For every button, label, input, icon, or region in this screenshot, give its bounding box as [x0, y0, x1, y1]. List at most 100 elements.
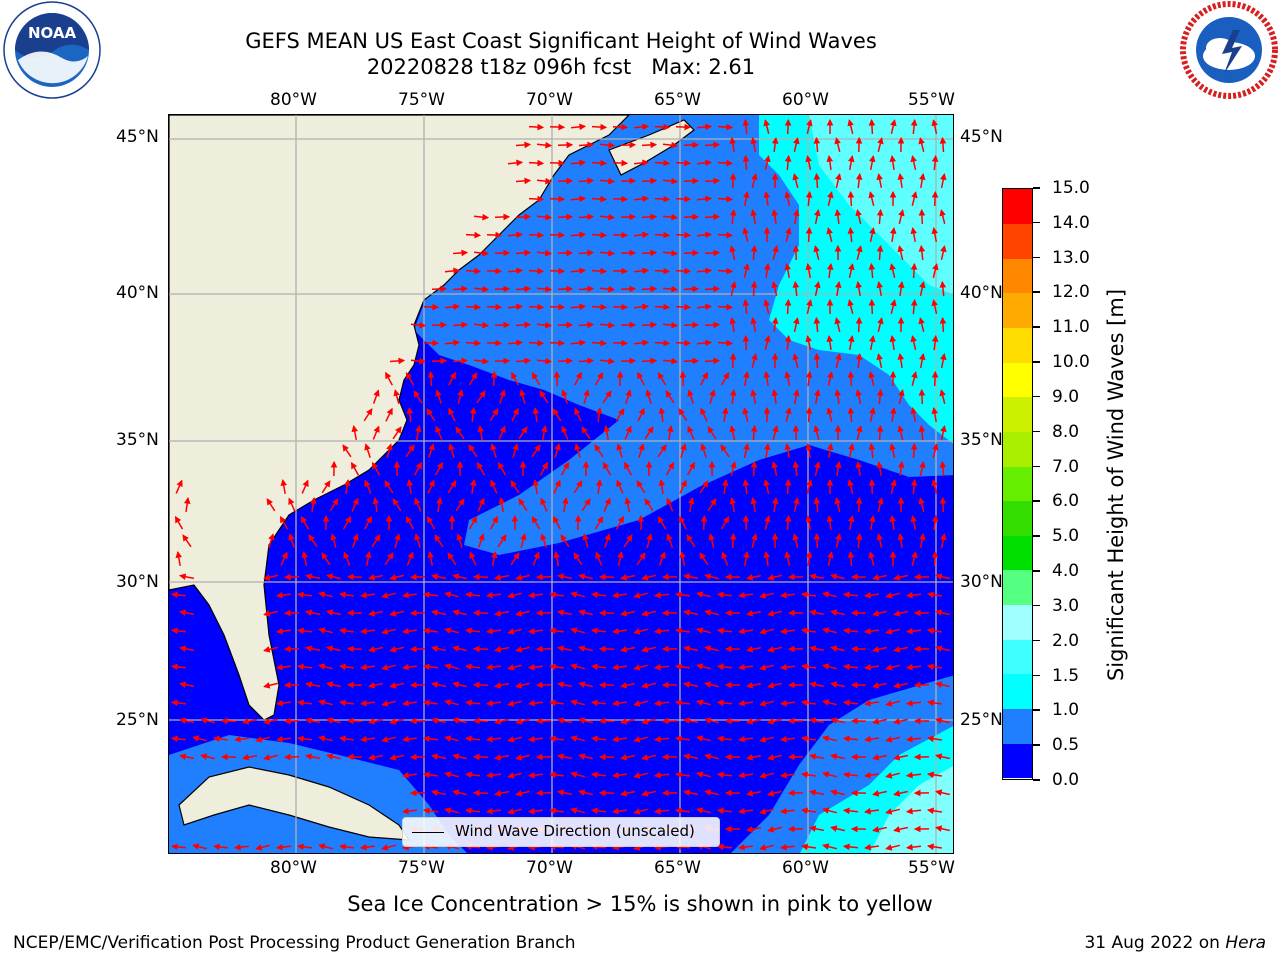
wave-arrow-head — [787, 825, 795, 833]
wave-arrow-head — [919, 461, 926, 469]
wave-arrow-head — [889, 155, 897, 163]
wave-arrow-head — [427, 515, 434, 524]
wave-arrow-head — [407, 551, 414, 559]
wave-arrow-head — [779, 699, 787, 707]
colorbar — [1002, 188, 1033, 780]
map-legend: Wind Wave Direction (unscaled) — [402, 817, 720, 847]
wave-arrow-head — [939, 460, 947, 468]
lon-label-top: 65°W — [654, 90, 701, 110]
wave-arrow-head — [275, 663, 283, 671]
wave-arrow-head — [742, 154, 750, 162]
wave-arrow-head — [524, 177, 532, 185]
wave-arrow-head — [633, 736, 641, 743]
wave-arrow-head — [537, 159, 545, 167]
wave-arrow-head — [931, 370, 939, 378]
wave-arrow-head — [170, 699, 178, 707]
wave-arrow-head — [767, 610, 775, 617]
wave-arrow-head — [682, 717, 691, 724]
wave-arrow-head — [469, 406, 477, 414]
wave-arrow-head — [885, 664, 893, 671]
wave-arrow-head — [326, 645, 334, 652]
wave-arrow-head — [600, 159, 608, 167]
wave-arrow-head — [897, 353, 905, 361]
wave-arrow-head — [784, 298, 792, 306]
wave-arrow-head — [745, 790, 754, 797]
wave-arrow-head — [318, 627, 326, 634]
wave-arrow-head — [779, 735, 787, 743]
wave-arrow-head — [516, 303, 524, 311]
wave-arrow-head — [801, 843, 809, 851]
wave-arrow-head — [485, 663, 493, 671]
wave-arrow-head — [515, 754, 523, 761]
wave-arrow-head — [905, 663, 913, 671]
wave-arrow-head — [440, 321, 448, 329]
wave-arrow-head — [897, 136, 905, 144]
wave-arrow-head — [826, 407, 833, 415]
wave-arrow-head — [687, 389, 694, 397]
wave-arrow-head — [645, 460, 653, 468]
wave-arrow-head — [931, 226, 938, 235]
wave-arrow-head — [507, 664, 515, 671]
wave-arrow-head — [787, 573, 795, 581]
wave-arrow-head — [704, 753, 712, 760]
wave-arrow-head — [321, 552, 328, 560]
wave-arrow-head — [436, 461, 444, 470]
wave-arrow-head — [641, 682, 649, 689]
wave-arrow-head — [642, 267, 650, 275]
lat-label-left: 25°N — [116, 710, 159, 730]
wave-arrow-head — [913, 609, 921, 617]
wave-arrow-head — [663, 267, 671, 275]
wave-arrow-head — [499, 389, 506, 397]
wave-arrow-head — [927, 735, 935, 743]
wave-arrow-head — [935, 717, 943, 724]
wave-arrow-head — [338, 663, 346, 671]
wave-arrow-head — [263, 574, 271, 581]
lon-label-top: 60°W — [782, 90, 829, 110]
wave-arrow-head — [726, 339, 734, 347]
wave-arrow-head — [485, 807, 493, 815]
wave-arrow-head — [422, 627, 430, 635]
wave-arrow-head — [600, 267, 608, 275]
wave-arrow-head — [897, 496, 905, 504]
wave-arrow-head — [455, 426, 462, 434]
wave-arrow-head — [545, 213, 553, 221]
wave-arrow-head — [784, 514, 792, 522]
wave-arrow-head — [401, 699, 409, 707]
wave-arrow-head — [275, 699, 283, 707]
wave-arrow-head — [616, 370, 624, 378]
wave-arrow-head — [905, 735, 913, 743]
wave-arrow-head — [822, 627, 830, 634]
wave-arrow-head — [641, 610, 649, 617]
wave-arrow-head — [621, 231, 629, 239]
wave-arrow-head — [326, 717, 334, 724]
wave-arrow-head — [792, 353, 799, 361]
wave-arrow-head — [671, 177, 679, 185]
wave-arrow-head — [872, 682, 880, 689]
wave-arrow-head — [737, 843, 746, 851]
wave-arrow-head — [869, 407, 876, 415]
wave-arrow-head — [398, 357, 406, 365]
wave-arrow-head — [579, 159, 587, 167]
colorbar-tick-label: 1.5 — [1052, 665, 1080, 686]
wave-arrow-head — [296, 663, 304, 671]
wave-arrow-head — [847, 479, 854, 487]
wave-arrow-head — [587, 285, 595, 293]
wave-arrow-head — [507, 700, 515, 707]
wave-arrow-head — [511, 371, 518, 380]
wave-arrow-head — [527, 663, 535, 671]
wave-arrow-head — [868, 442, 876, 450]
wave-arrow-head — [809, 609, 817, 616]
wave-arrow-head — [617, 515, 624, 524]
wave-arrow-head — [729, 172, 737, 180]
wave-arrow-head — [283, 573, 291, 581]
lat-label-left: 40°N — [116, 283, 159, 303]
wave-arrow-head — [759, 664, 767, 671]
wave-arrow-head — [847, 514, 855, 523]
wave-arrow-head — [288, 533, 295, 541]
wave-arrow-head — [759, 700, 767, 707]
wave-arrow-head — [696, 663, 704, 670]
wave-arrow-head — [763, 119, 770, 127]
colorbar-segment — [1003, 674, 1032, 710]
wave-arrow-head — [521, 426, 528, 434]
wave-arrow-head — [671, 213, 679, 221]
